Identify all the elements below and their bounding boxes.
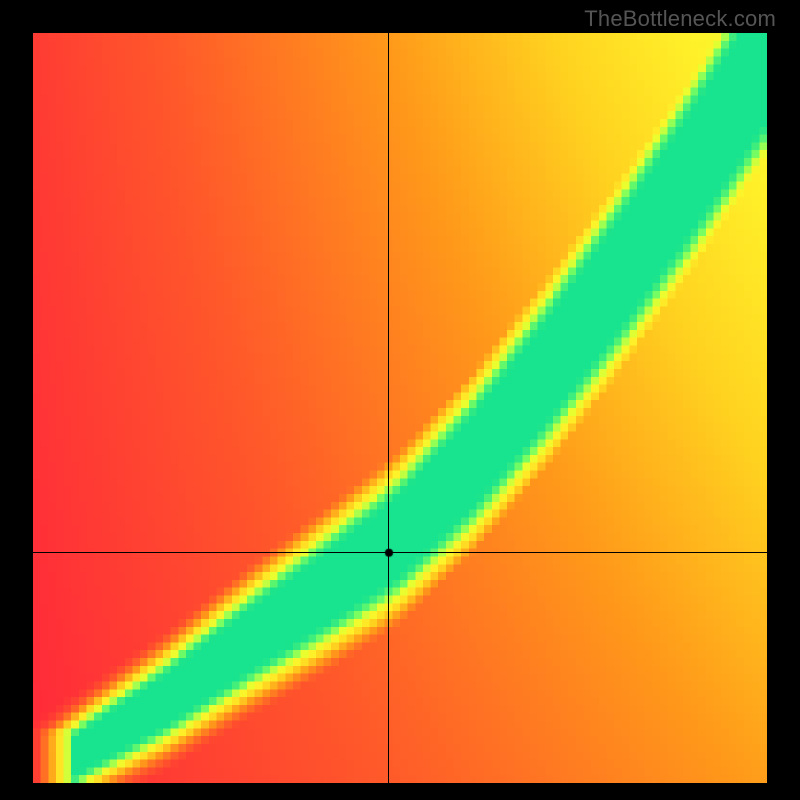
- watermark-text: TheBottleneck.com: [584, 6, 776, 32]
- heatmap-plot: [33, 33, 767, 783]
- chart-container: { "watermark": { "text": "TheBottleneck.…: [0, 0, 800, 800]
- heatmap-canvas: [33, 33, 767, 783]
